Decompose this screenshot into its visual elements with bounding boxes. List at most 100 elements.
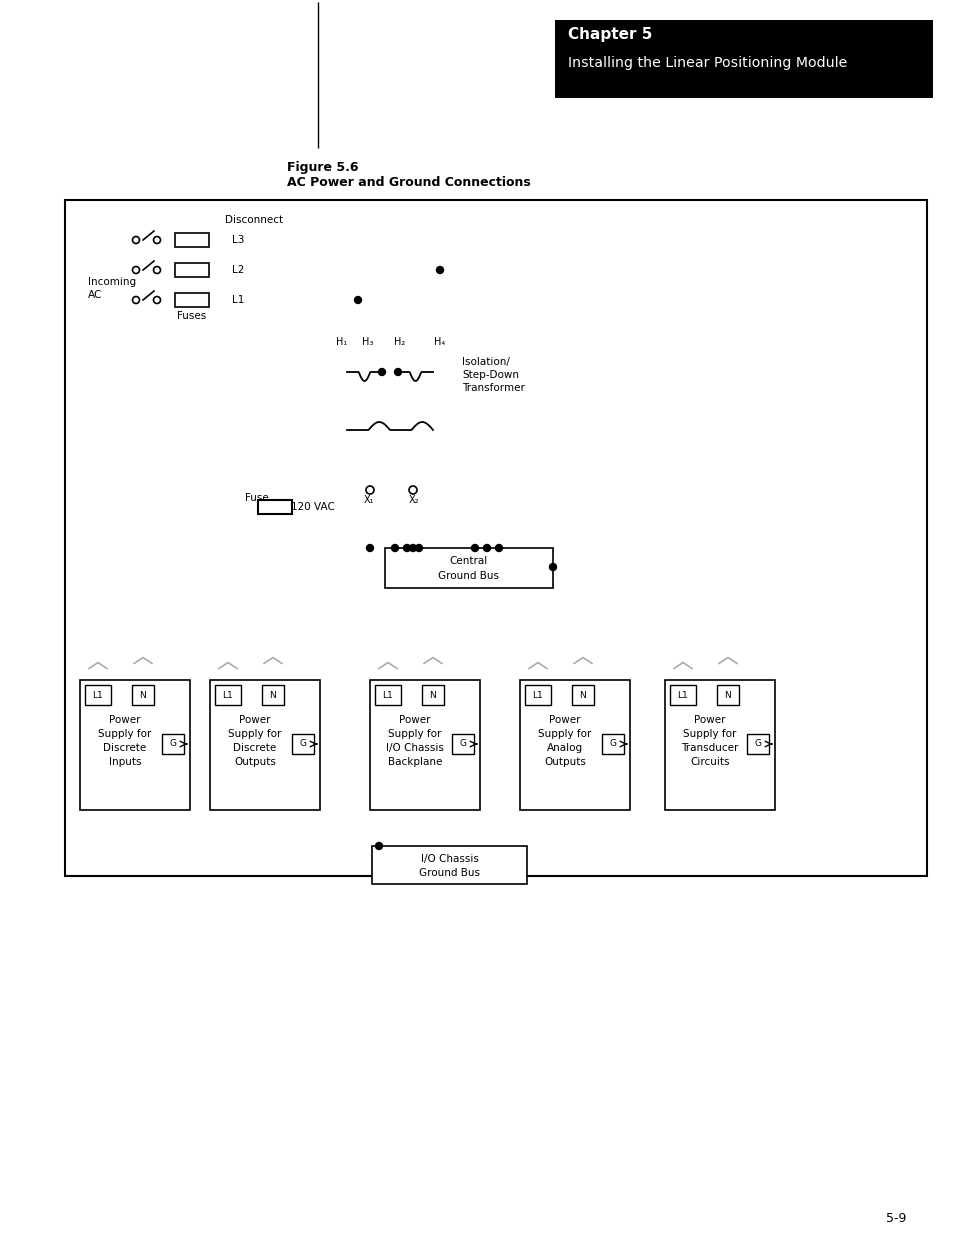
- Circle shape: [416, 545, 422, 552]
- Text: Isolation/: Isolation/: [461, 357, 509, 367]
- Bar: [80, 680, 190, 810]
- Circle shape: [483, 545, 490, 552]
- Text: Transducer: Transducer: [680, 743, 738, 753]
- Text: Supply for: Supply for: [388, 729, 441, 739]
- Bar: [601, 734, 623, 755]
- Bar: [132, 685, 153, 705]
- Text: N: N: [724, 690, 731, 699]
- Circle shape: [395, 368, 401, 375]
- Bar: [262, 685, 284, 705]
- Text: 120 VAC: 120 VAC: [291, 501, 335, 513]
- Text: X₂: X₂: [408, 495, 418, 505]
- Text: L1: L1: [92, 690, 103, 699]
- Text: Supply for: Supply for: [228, 729, 281, 739]
- Bar: [174, 233, 209, 247]
- Text: Power: Power: [399, 715, 431, 725]
- Circle shape: [549, 563, 556, 571]
- Circle shape: [471, 545, 478, 552]
- Circle shape: [153, 296, 160, 304]
- Text: Inputs: Inputs: [109, 757, 141, 767]
- Text: G: G: [609, 740, 616, 748]
- Text: Transformer: Transformer: [461, 383, 524, 393]
- Text: Ground Bus: Ground Bus: [438, 571, 499, 580]
- Circle shape: [153, 267, 160, 273]
- Bar: [421, 685, 443, 705]
- Bar: [210, 680, 319, 810]
- Text: L1: L1: [232, 295, 244, 305]
- Circle shape: [355, 296, 361, 304]
- Text: Power: Power: [549, 715, 580, 725]
- Text: Central: Central: [450, 556, 488, 566]
- Text: Outputs: Outputs: [543, 757, 585, 767]
- Text: X₁: X₁: [363, 495, 374, 505]
- Text: Supply for: Supply for: [98, 729, 152, 739]
- Text: G: G: [170, 740, 176, 748]
- Bar: [555, 20, 932, 98]
- Circle shape: [132, 296, 139, 304]
- Text: Analog: Analog: [546, 743, 582, 753]
- Bar: [452, 734, 474, 755]
- Text: Installing the Linear Positioning Module: Installing the Linear Positioning Module: [567, 56, 846, 70]
- Text: Step-Down: Step-Down: [461, 370, 518, 380]
- Bar: [174, 263, 209, 277]
- Bar: [669, 685, 696, 705]
- Bar: [257, 500, 292, 514]
- Circle shape: [153, 236, 160, 243]
- Bar: [65, 200, 926, 876]
- Text: Fuse: Fuse: [245, 493, 269, 503]
- Bar: [519, 680, 629, 810]
- Bar: [292, 734, 314, 755]
- Bar: [162, 734, 184, 755]
- Text: G: G: [459, 740, 466, 748]
- Text: Supply for: Supply for: [537, 729, 591, 739]
- Text: H₁: H₁: [336, 337, 347, 347]
- Bar: [572, 685, 594, 705]
- Text: L1: L1: [382, 690, 393, 699]
- Bar: [717, 685, 739, 705]
- Text: L3: L3: [232, 235, 244, 245]
- Text: N: N: [270, 690, 276, 699]
- Text: 5-9: 5-9: [884, 1212, 905, 1224]
- Circle shape: [132, 236, 139, 243]
- Text: Incoming: Incoming: [88, 277, 136, 287]
- Text: Power: Power: [110, 715, 141, 725]
- Bar: [375, 685, 400, 705]
- Text: Discrete: Discrete: [233, 743, 276, 753]
- Circle shape: [378, 368, 385, 375]
- Text: I/O Chassis: I/O Chassis: [386, 743, 443, 753]
- Text: N: N: [139, 690, 146, 699]
- Text: I/O Chassis: I/O Chassis: [420, 853, 478, 864]
- Text: Figure 5.6: Figure 5.6: [287, 162, 358, 174]
- Circle shape: [495, 545, 502, 552]
- Bar: [524, 685, 551, 705]
- Text: Fuses: Fuses: [177, 311, 207, 321]
- Text: G: G: [754, 740, 760, 748]
- Bar: [322, 340, 539, 548]
- Text: Ground Bus: Ground Bus: [418, 868, 479, 878]
- Text: Power: Power: [694, 715, 725, 725]
- Bar: [370, 680, 479, 810]
- Circle shape: [409, 487, 416, 494]
- Bar: [385, 548, 553, 588]
- Circle shape: [132, 267, 139, 273]
- Bar: [174, 293, 209, 308]
- Bar: [85, 685, 111, 705]
- Bar: [746, 734, 768, 755]
- Circle shape: [436, 267, 443, 273]
- Bar: [372, 846, 526, 884]
- Text: Disconnect: Disconnect: [225, 215, 283, 225]
- Text: AC: AC: [88, 290, 102, 300]
- Circle shape: [375, 842, 382, 850]
- Text: H₃: H₃: [362, 337, 374, 347]
- Text: L1: L1: [677, 690, 688, 699]
- Text: Supply for: Supply for: [682, 729, 736, 739]
- Circle shape: [366, 545, 374, 552]
- Text: Circuits: Circuits: [690, 757, 729, 767]
- Text: Chapter 5: Chapter 5: [567, 27, 652, 42]
- Text: Backplane: Backplane: [388, 757, 442, 767]
- Text: L1: L1: [222, 690, 233, 699]
- Circle shape: [403, 545, 410, 552]
- Circle shape: [366, 487, 374, 494]
- Bar: [214, 685, 241, 705]
- Text: Power: Power: [239, 715, 271, 725]
